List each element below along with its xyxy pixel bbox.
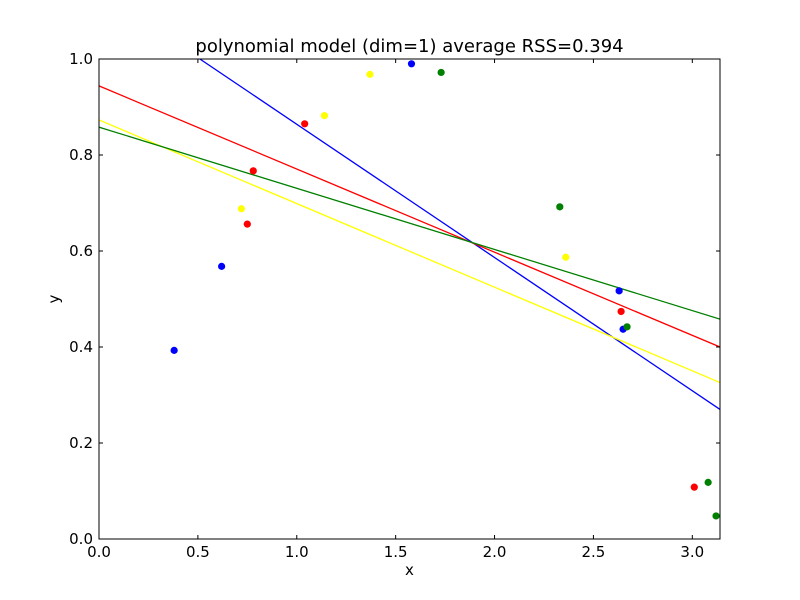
point-yellow-3 xyxy=(562,253,570,261)
fit-line-red xyxy=(99,85,720,348)
point-green-2 xyxy=(623,323,631,331)
point-green-0 xyxy=(437,68,445,77)
fit-line-blue xyxy=(199,59,720,410)
plot-area xyxy=(99,59,720,410)
point-red-1 xyxy=(249,167,257,175)
y-tick-label: 0.2 xyxy=(69,434,93,452)
plot-frame xyxy=(98,58,721,540)
point-green-4 xyxy=(712,512,720,520)
point-red-2 xyxy=(301,120,309,128)
point-blue-0 xyxy=(170,346,178,354)
y-axis-label: y xyxy=(45,294,63,303)
x-tick-label: 2.5 xyxy=(581,543,605,561)
point-green-3 xyxy=(704,478,712,486)
point-yellow-1 xyxy=(320,112,329,120)
x-axis-label: x xyxy=(405,561,414,579)
point-red-4 xyxy=(690,483,698,491)
fit-line-green xyxy=(99,126,720,320)
y-tick-label: 0.4 xyxy=(69,338,93,356)
point-yellow-0 xyxy=(237,205,245,213)
point-blue-1 xyxy=(218,262,226,270)
point-red-0 xyxy=(243,220,251,228)
y-tick-label: 0.6 xyxy=(69,242,93,260)
x-tick-label: 3.0 xyxy=(680,543,704,561)
x-tick-label: 1.5 xyxy=(384,543,408,561)
point-blue-2 xyxy=(407,60,416,68)
x-tick-label: 0.0 xyxy=(87,543,111,561)
x-tick-label: 1.0 xyxy=(285,543,309,561)
point-green-1 xyxy=(556,203,564,211)
x-tick-label: 0.5 xyxy=(186,543,210,561)
point-red-3 xyxy=(617,307,625,316)
point-blue-3 xyxy=(615,287,623,295)
y-tick-label: 0.8 xyxy=(69,146,93,164)
y-tick-label: 0.0 xyxy=(69,530,93,548)
chart-title: polynomial model (dim=1) average RSS=0.3… xyxy=(195,36,623,57)
x-tick-label: 2.0 xyxy=(483,543,507,561)
fit-line-yellow xyxy=(99,119,720,384)
axis-ticks: 0.0 0.5 1.0 1.5 2.0 2.5 3.0 0.0 0.2 0.4 0.6 0.8 1.0 xyxy=(69,50,720,561)
y-tick-label: 1.0 xyxy=(69,50,93,68)
point-yellow-2 xyxy=(366,70,374,78)
